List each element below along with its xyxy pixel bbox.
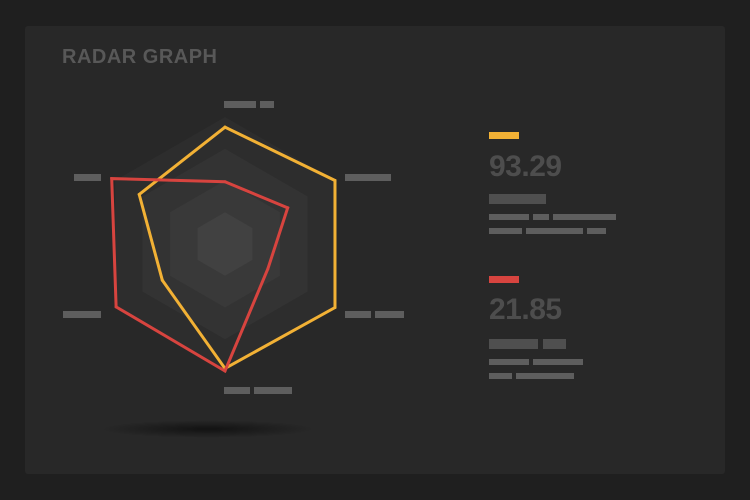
legend-desc-series-b bbox=[489, 359, 529, 365]
axis-label-lower-right-2 bbox=[375, 311, 404, 318]
axis-label-lower-left bbox=[63, 311, 101, 318]
legend-value-series-a: 93.29 bbox=[489, 150, 562, 183]
radar-series-2-point-5 bbox=[114, 305, 118, 309]
radar-series-1-point-6 bbox=[137, 192, 141, 196]
axis-label-top bbox=[224, 101, 256, 108]
radar-series-2-point-6 bbox=[110, 177, 114, 181]
legend-text-series-b bbox=[543, 339, 566, 349]
legend-value-series-b: 21.85 bbox=[489, 293, 562, 326]
legend-desc-series-b bbox=[489, 373, 512, 379]
axis-label-upper-left bbox=[74, 174, 101, 181]
legend-desc-series-a bbox=[587, 228, 606, 234]
legend-swatch-series-b bbox=[489, 276, 519, 283]
legend-desc-series-a bbox=[489, 214, 529, 220]
radar-series bbox=[110, 125, 337, 374]
legend-text-series-b bbox=[489, 339, 538, 349]
radar-shadow bbox=[100, 420, 315, 438]
legend-desc-series-b bbox=[533, 359, 583, 365]
chart-title: RADAR GRAPH bbox=[62, 46, 218, 68]
axis-label-bottom bbox=[224, 387, 250, 394]
axis-label-upper-right bbox=[345, 174, 391, 181]
legend-desc-series-a bbox=[526, 228, 583, 234]
legend-text-series-a bbox=[489, 194, 546, 204]
legend-desc-series-a bbox=[489, 228, 522, 234]
axis-label-top-2 bbox=[260, 101, 274, 108]
radar-series-1-point-1 bbox=[223, 125, 227, 129]
axis-label-bottom-2 bbox=[254, 387, 292, 394]
legend-swatch-series-a bbox=[489, 132, 519, 139]
radar-series-1-point-3 bbox=[333, 306, 337, 309]
radar-ring-4 bbox=[197, 212, 253, 276]
radar-series-2-point-2 bbox=[286, 206, 290, 210]
axis-label-lower-right bbox=[345, 311, 371, 318]
radar-series-2-point-3 bbox=[266, 267, 270, 271]
radar-series-2-point-1 bbox=[223, 180, 227, 184]
radar-series-1-point-5 bbox=[160, 278, 164, 282]
radar-rings bbox=[115, 117, 335, 371]
legend-desc-series-a bbox=[533, 214, 549, 220]
radar-series-1-point-2 bbox=[333, 179, 337, 182]
radar-series-2-point-4 bbox=[223, 369, 227, 373]
legend-desc-series-a bbox=[553, 214, 616, 220]
legend-desc-series-b bbox=[516, 373, 574, 379]
